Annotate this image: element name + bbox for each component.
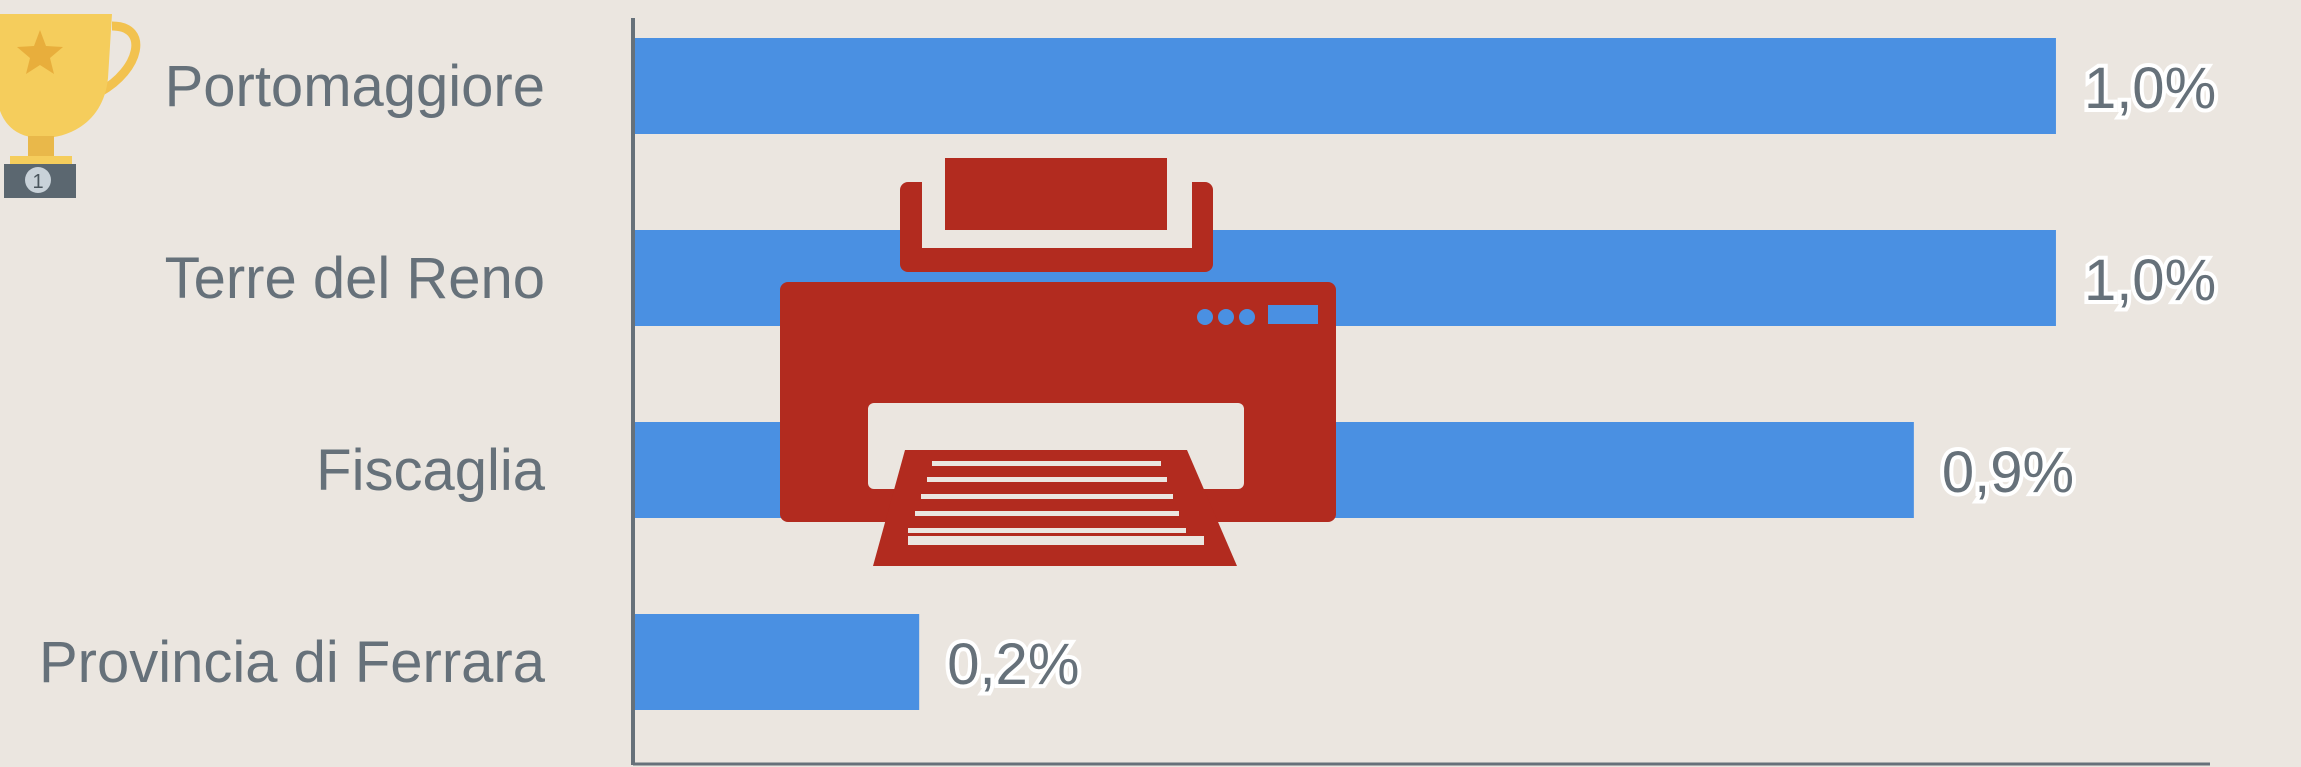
category-label: Terre del Reno	[165, 246, 545, 311]
value-label: 0,9%	[1942, 440, 2074, 505]
value-label: 1,0%	[2084, 56, 2216, 121]
printer-icon	[780, 158, 1336, 566]
category-label: Provincia di Ferrara	[39, 630, 546, 695]
bar-0	[635, 38, 2056, 134]
svg-text:1: 1	[32, 171, 43, 193]
labels-layer: Portomaggiore 1,0% Terre del Reno 1,0% Fisca…	[39, 52, 2220, 701]
value-label: 0,2%	[947, 632, 1079, 697]
value-label: 1,0%	[2084, 248, 2216, 313]
trophy-icon: 1	[0, 14, 141, 198]
category-label: Fiscaglia	[316, 438, 546, 503]
bar-3	[635, 614, 920, 710]
category-label: Portomaggiore	[165, 54, 545, 119]
